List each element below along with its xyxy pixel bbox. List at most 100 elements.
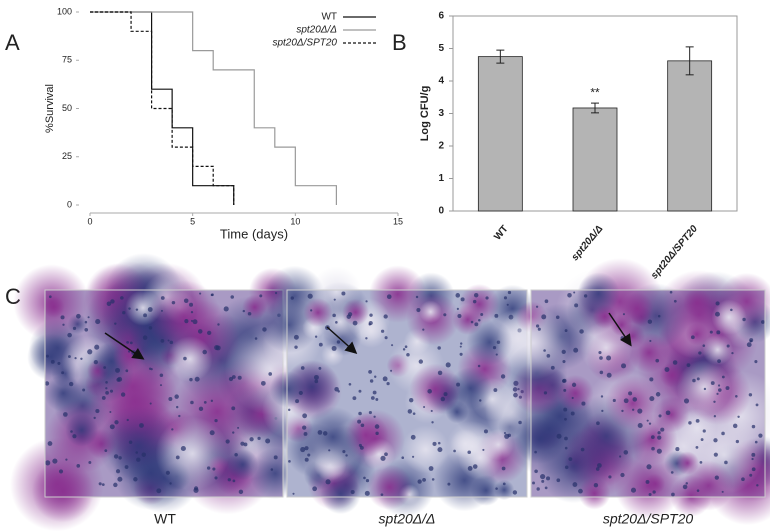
nucleus (58, 469, 64, 474)
nucleus (348, 382, 352, 386)
nucleus (664, 367, 670, 373)
nucleus (593, 483, 599, 488)
nucleus (322, 431, 328, 436)
nucleus (474, 322, 479, 327)
nucleus (630, 487, 637, 493)
nucleus (695, 418, 700, 423)
nucleus (503, 296, 508, 300)
bar (572, 107, 618, 212)
nucleus (302, 425, 307, 430)
nucleus (127, 350, 131, 353)
nucleus (67, 332, 72, 338)
nucleus (563, 407, 568, 412)
nucleus (358, 411, 362, 416)
nucleus (168, 397, 173, 401)
nucleus (249, 437, 254, 442)
nucleus (455, 293, 461, 298)
nucleus (459, 352, 463, 356)
nucleus (534, 450, 537, 454)
nucleus (447, 482, 451, 486)
nucleus (384, 336, 388, 340)
nucleus (115, 367, 120, 373)
nucleus (672, 360, 678, 365)
nucleus (537, 327, 541, 331)
nucleus (209, 430, 215, 436)
nucleus (364, 490, 370, 496)
nucleus (479, 399, 482, 402)
nucleus (62, 323, 65, 326)
nucleus (646, 464, 652, 470)
nucleus (453, 449, 456, 453)
nucleus (417, 479, 422, 484)
y-tick-label: 25 (62, 151, 72, 161)
nucleus (501, 466, 506, 471)
tissue (320, 473, 361, 515)
nucleus (206, 466, 211, 470)
survival-line (90, 11, 235, 205)
nucleus (374, 375, 377, 378)
nucleus (120, 296, 124, 300)
nucleus (183, 298, 189, 304)
nucleus (556, 433, 562, 439)
nucleus (225, 439, 230, 444)
nucleus (128, 440, 133, 444)
nucleus (696, 377, 700, 381)
nucleus (101, 396, 106, 400)
tissue (578, 477, 611, 510)
nucleus (751, 452, 756, 457)
nucleus (47, 441, 53, 446)
nucleus (467, 466, 473, 471)
nucleus (84, 320, 88, 324)
nucleus (437, 370, 443, 376)
nucleus (431, 478, 435, 481)
nucleus (304, 457, 309, 462)
y-tick-label: 100 (57, 6, 72, 16)
nucleus (564, 436, 568, 441)
nucleus (482, 448, 485, 451)
nucleus (543, 391, 548, 395)
nucleus (72, 326, 77, 331)
tissue (653, 396, 690, 433)
y-axis-label: %Survival (44, 84, 56, 133)
nucleus (125, 369, 129, 373)
nucleus (174, 394, 179, 399)
nucleus (710, 381, 715, 385)
nucleus (716, 392, 719, 395)
nucleus (703, 387, 707, 391)
nucleus (360, 423, 365, 428)
nucleus (243, 442, 248, 447)
nucleus (103, 366, 107, 369)
nucleus (564, 417, 567, 421)
nucleus (109, 410, 112, 413)
nucleus (410, 434, 416, 440)
nucleus (535, 305, 539, 308)
nucleus (380, 493, 384, 497)
nucleus (142, 335, 148, 340)
nucleus (109, 424, 115, 430)
nucleus (159, 384, 163, 387)
nucleus (194, 486, 199, 491)
nucleus (318, 342, 323, 347)
tissue (167, 336, 213, 382)
nucleus (599, 370, 604, 375)
nucleus (459, 345, 462, 348)
nucleus (294, 345, 298, 349)
tissue (284, 359, 340, 414)
nucleus (657, 435, 662, 440)
nucleus (203, 400, 207, 404)
nucleus (358, 443, 362, 447)
tissue (147, 280, 222, 355)
nucleus (126, 418, 129, 422)
nucleus (242, 309, 246, 313)
image-caption: WT (154, 511, 176, 527)
nucleus (76, 313, 81, 319)
y-tick-label: 0 (438, 206, 444, 217)
nucleus (87, 316, 90, 319)
nucleus (57, 361, 61, 365)
nucleus (564, 446, 568, 450)
nucleus (105, 381, 108, 384)
nucleus (293, 334, 299, 340)
nucleus (368, 369, 373, 374)
nucleus (472, 299, 477, 304)
nucleus (72, 434, 77, 439)
